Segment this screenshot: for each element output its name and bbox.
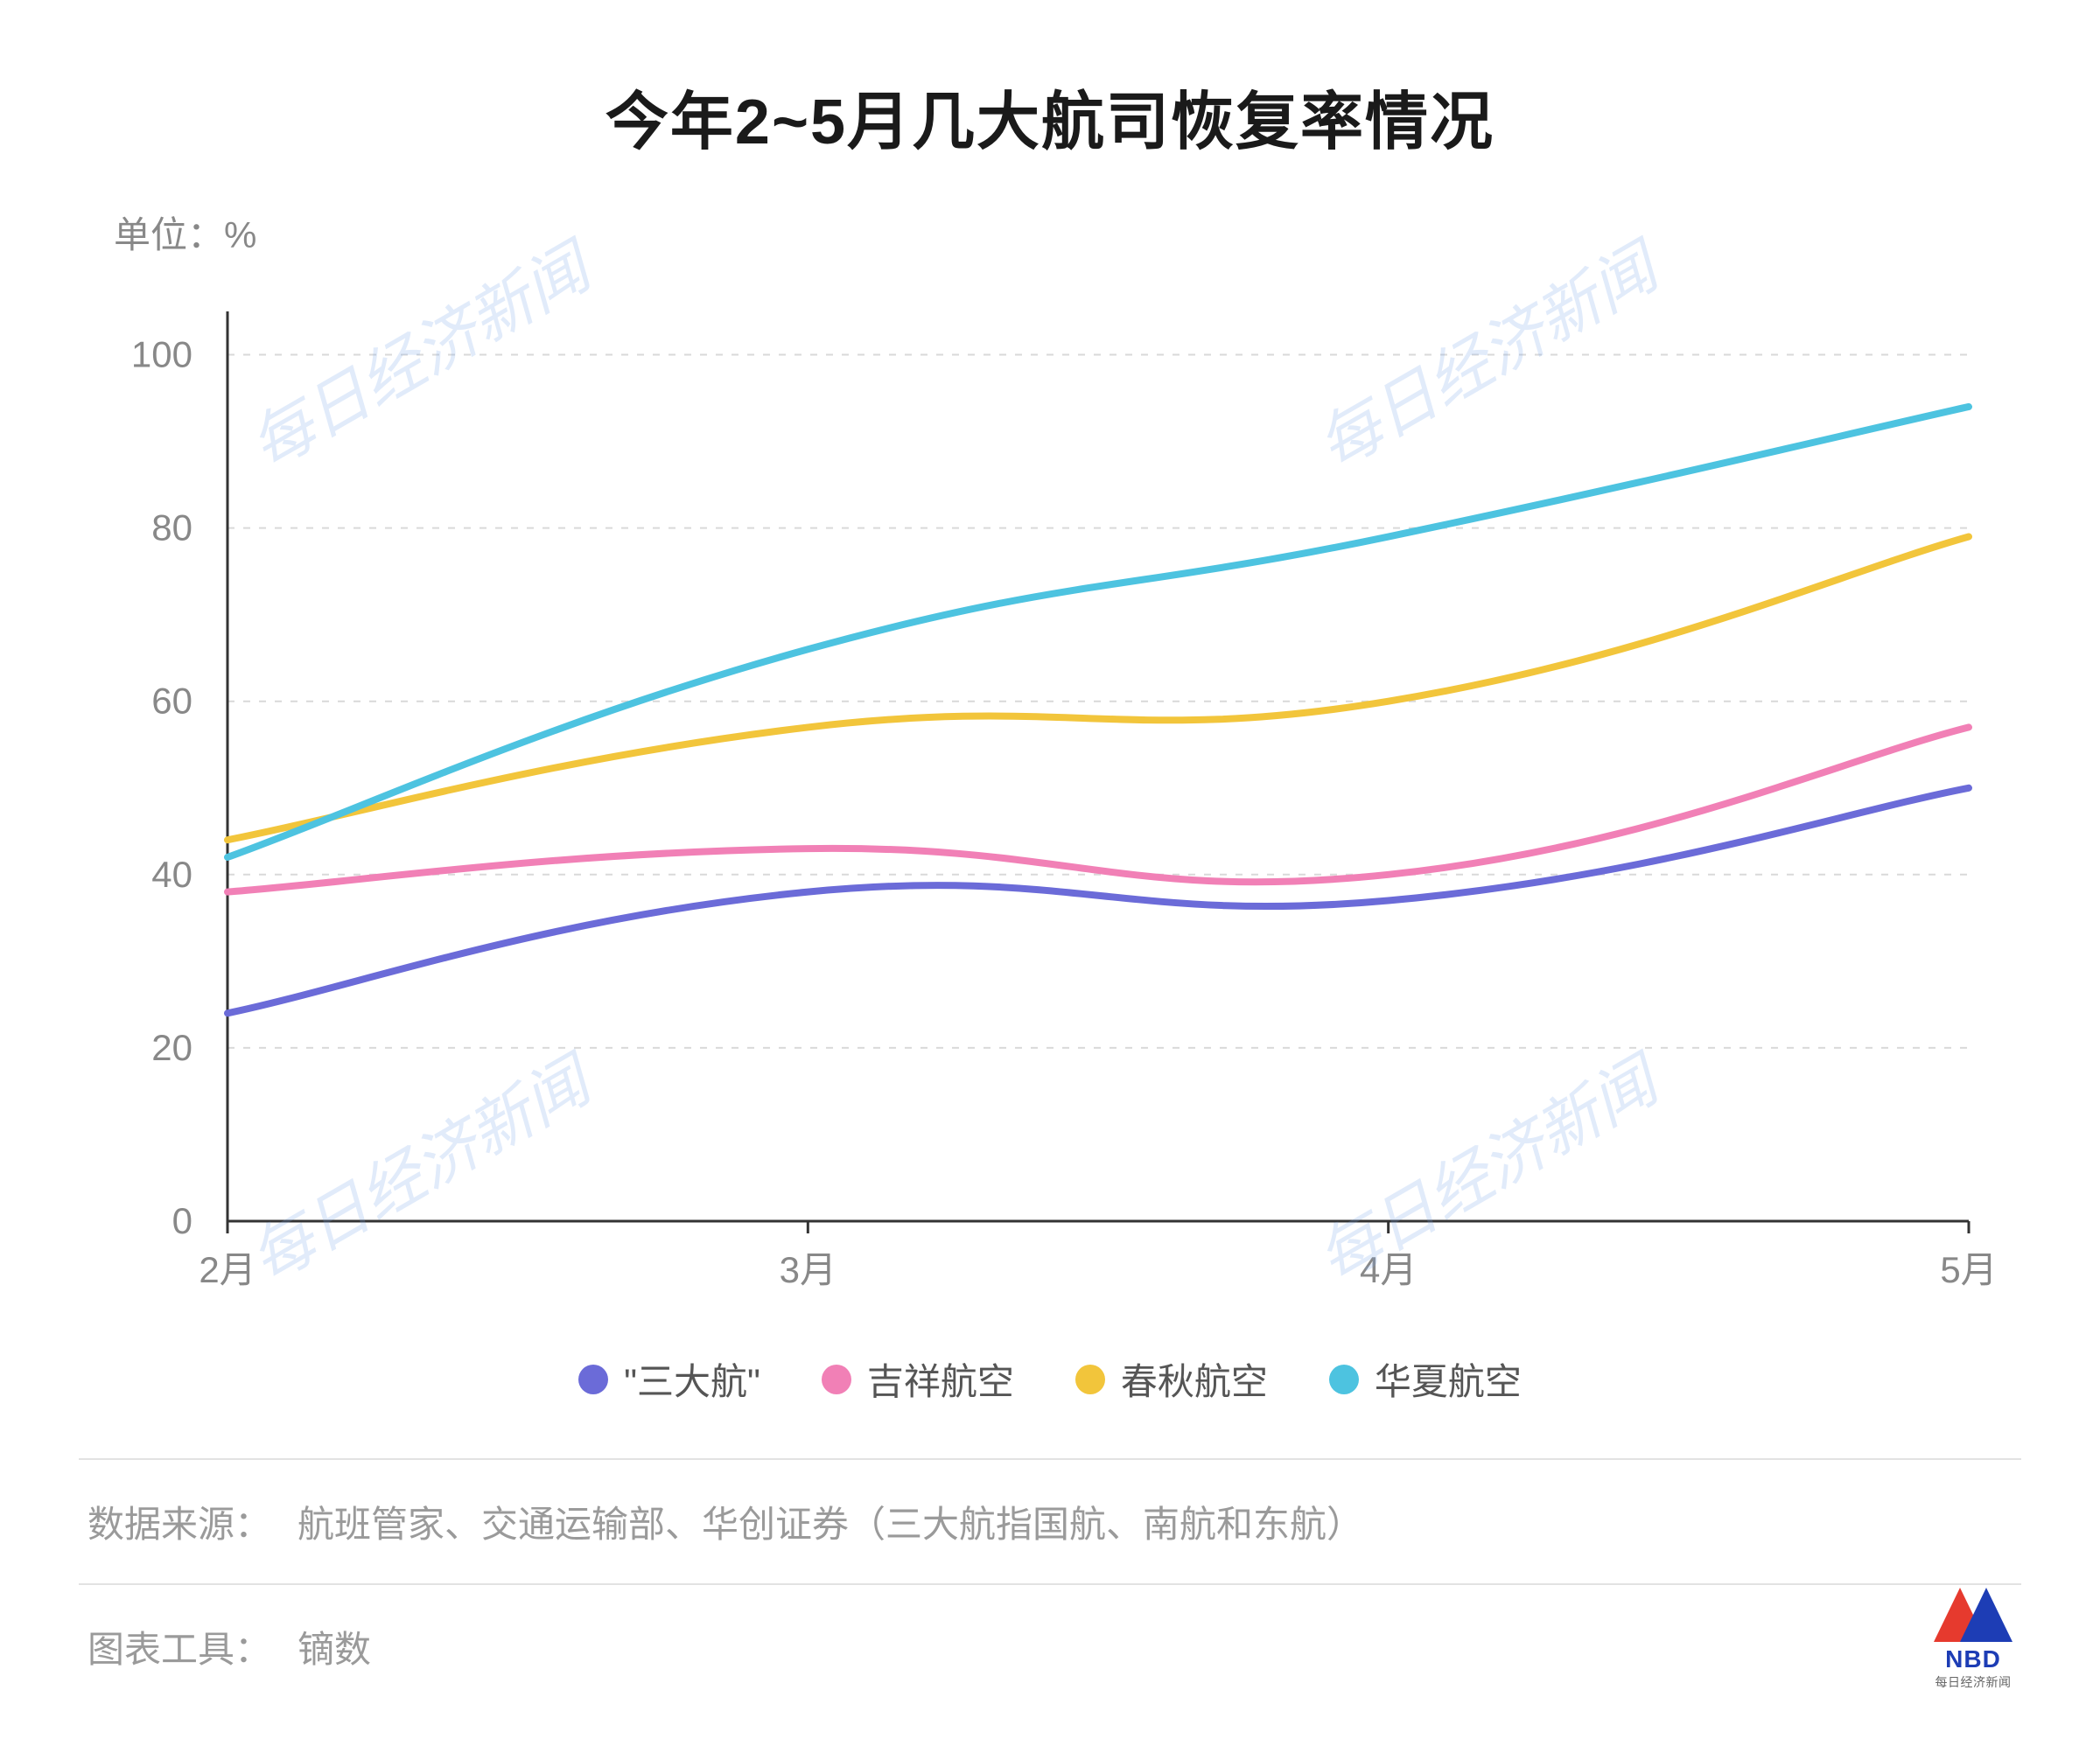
data-source-row: 数据来源： 航班管家、交通运输部、华创证券（三大航指国航、南航和东航） bbox=[79, 1458, 2021, 1585]
chart-tool-row: 图表工具： 镝数 NBD 每日经济新闻 bbox=[79, 1585, 2021, 1691]
legend-swatch bbox=[578, 1365, 608, 1394]
y-tick-label: 100 bbox=[131, 334, 192, 375]
x-tick-label: 3月 bbox=[780, 1249, 836, 1290]
series-line bbox=[228, 788, 1969, 1014]
tool-text: 镝数 bbox=[298, 1620, 371, 1673]
nbd-logo-sub: 每日经济新闻 bbox=[1925, 1673, 2021, 1691]
line-chart-svg: 0 20 40 60 80 100 2月 3月 4月 5月 bbox=[79, 276, 2021, 1326]
legend-swatch bbox=[1329, 1365, 1359, 1394]
nbd-logo-text: NBD bbox=[1925, 1645, 2021, 1673]
legend-item: 吉祥航空 bbox=[822, 1352, 1014, 1406]
legend-label: 春秋航空 bbox=[1121, 1352, 1268, 1406]
legend-label: 吉祥航空 bbox=[867, 1352, 1014, 1406]
nbd-logo: NBD 每日经济新闻 bbox=[1925, 1581, 2021, 1691]
source-text: 航班管家、交通运输部、华创证券（三大航指国航、南航和东航） bbox=[298, 1495, 1363, 1548]
chart-container: 今年2~5月几大航司恢复率情况 单位：% 0 20 40 60 80 100 2月 3月 4月 5… bbox=[0, 0, 2100, 1746]
plot-area: 0 20 40 60 80 100 2月 3月 4月 5月 bbox=[79, 276, 2021, 1326]
x-tick-label: 4月 bbox=[1360, 1249, 1417, 1290]
tool-label: 图表工具： bbox=[88, 1620, 271, 1673]
legend-label: "三大航" bbox=[624, 1352, 760, 1406]
series-line bbox=[228, 537, 1969, 841]
x-tick-label: 5月 bbox=[1940, 1249, 1997, 1290]
nbd-logo-icon bbox=[1925, 1581, 2021, 1649]
y-tick-label: 40 bbox=[151, 854, 192, 895]
legend-item: 华夏航空 bbox=[1329, 1352, 1522, 1406]
series-line bbox=[228, 407, 1969, 857]
chart-title: 今年2~5月几大航司恢复率情况 bbox=[79, 70, 2021, 162]
y-tick-label: 20 bbox=[151, 1027, 192, 1068]
source-label: 数据来源： bbox=[88, 1495, 271, 1548]
unit-label: 单位：% bbox=[114, 206, 2021, 259]
legend-swatch bbox=[1075, 1365, 1105, 1394]
legend-label: 华夏航空 bbox=[1375, 1352, 1522, 1406]
legend-item: 春秋航空 bbox=[1075, 1352, 1268, 1406]
legend-swatch bbox=[822, 1365, 851, 1394]
y-tick-label: 60 bbox=[151, 681, 192, 722]
legend: "三大航" 吉祥航空 春秋航空 华夏航空 bbox=[79, 1352, 2021, 1406]
y-tick-label: 0 bbox=[172, 1200, 192, 1241]
x-tick-label: 2月 bbox=[199, 1249, 256, 1290]
legend-item: "三大航" bbox=[578, 1352, 760, 1406]
y-tick-label: 80 bbox=[151, 507, 192, 548]
